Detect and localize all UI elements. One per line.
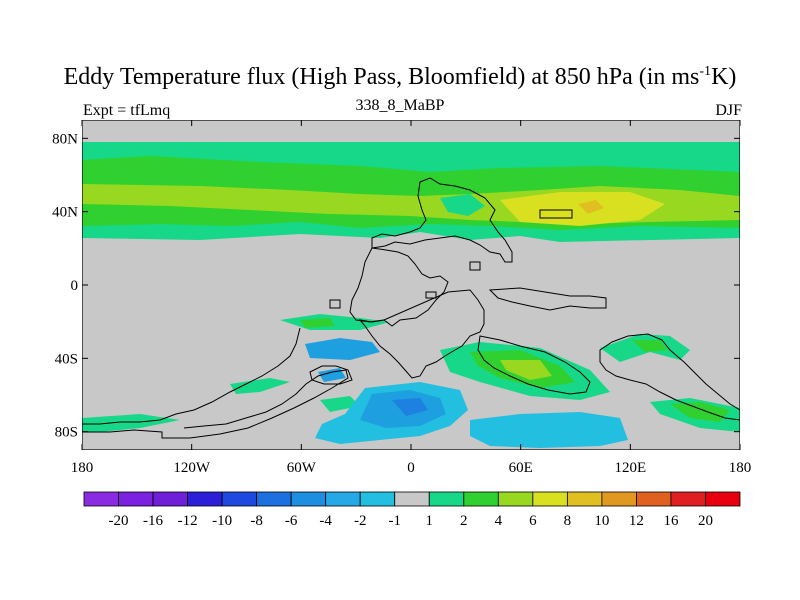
colorbar-label: 16 bbox=[663, 513, 679, 529]
colorbar-label: -1 bbox=[388, 513, 401, 529]
colorbar-box bbox=[428, 491, 465, 507]
colorbar-label: 8 bbox=[564, 513, 572, 529]
colorbar-label: -6 bbox=[285, 513, 298, 529]
title-main: Eddy Temperature flux (High Pass, Bloomf… bbox=[63, 64, 700, 90]
colorbar-box bbox=[256, 491, 292, 507]
plot-title: Eddy Temperature flux (High Pass, Bloomf… bbox=[0, 64, 800, 91]
colorbar-box bbox=[601, 491, 637, 507]
colorbar-box bbox=[221, 491, 258, 507]
colorbar-box bbox=[152, 491, 188, 507]
colorbar-box bbox=[705, 491, 741, 507]
x-tick-label: 120E bbox=[614, 460, 646, 476]
colorbar-box bbox=[463, 491, 499, 507]
colorbar-box bbox=[394, 491, 430, 507]
title-unit-end: K) bbox=[711, 64, 737, 90]
colorbar-label: -20 bbox=[109, 513, 129, 529]
colorbar-label: -12 bbox=[178, 513, 198, 529]
colorbar-label: -10 bbox=[212, 513, 232, 529]
colorbar-label: 1 bbox=[426, 513, 434, 529]
colorbar-label: -8 bbox=[250, 513, 263, 529]
colorbar: -20 -16 -12 -10 -8 -6 -4 -2 -1 1 2 4 6 8 10 12 16 20 bbox=[83, 491, 741, 529]
colorbar-label: 20 bbox=[698, 513, 713, 529]
season-label: DJF bbox=[715, 102, 742, 119]
continent-outlines bbox=[82, 177, 740, 439]
colorbar-box bbox=[497, 491, 534, 507]
colorbar-box bbox=[290, 491, 327, 507]
colorbar-box bbox=[359, 491, 396, 507]
colorbar-box bbox=[566, 491, 603, 507]
colorbar-label: -16 bbox=[143, 513, 163, 529]
y-tick-label: 40S bbox=[55, 351, 78, 367]
x-tick-label: 0 bbox=[407, 460, 415, 476]
colorbar-label: 12 bbox=[629, 513, 644, 529]
colorbar-box bbox=[670, 491, 706, 507]
x-tick-label: 180 bbox=[71, 460, 94, 476]
colorbar-label: 10 bbox=[594, 513, 609, 529]
colorbar-box bbox=[325, 491, 361, 507]
colorbar-label: 4 bbox=[495, 513, 503, 529]
x-axis: 180 120W 60W 0 60E 120E 180 bbox=[71, 120, 752, 476]
y-tick-label: 40N bbox=[52, 205, 78, 221]
x-tick-label: 120W bbox=[173, 460, 211, 476]
y-tick-label: 0 bbox=[71, 278, 79, 294]
colorbar-box bbox=[532, 491, 568, 507]
northern-flux-band bbox=[82, 142, 740, 242]
map-plot-area bbox=[82, 120, 740, 450]
y-axis: 80N 40N 0 40S 80S bbox=[52, 131, 740, 441]
x-tick-label: 180 bbox=[729, 460, 752, 476]
colorbar-label: -2 bbox=[354, 513, 367, 529]
colorbar-box bbox=[118, 491, 154, 507]
colorbar-label: -4 bbox=[319, 513, 332, 529]
x-tick-label: 60E bbox=[509, 460, 533, 476]
colorbar-box bbox=[636, 491, 672, 507]
y-tick-label: 80S bbox=[55, 425, 78, 441]
negative-flux-patches bbox=[305, 338, 628, 448]
run-label: 338_8_MaBP bbox=[355, 97, 445, 114]
colorbar-label: 6 bbox=[529, 513, 537, 529]
colorbar-box bbox=[83, 491, 119, 507]
colorbar-label: 2 bbox=[460, 513, 468, 529]
y-tick-label: 80N bbox=[52, 131, 78, 147]
colorbar-box bbox=[187, 491, 223, 507]
x-tick-label: 60W bbox=[287, 460, 317, 476]
experiment-label: Expt = tfLmq bbox=[83, 102, 171, 119]
title-superscript: -1 bbox=[699, 64, 712, 79]
